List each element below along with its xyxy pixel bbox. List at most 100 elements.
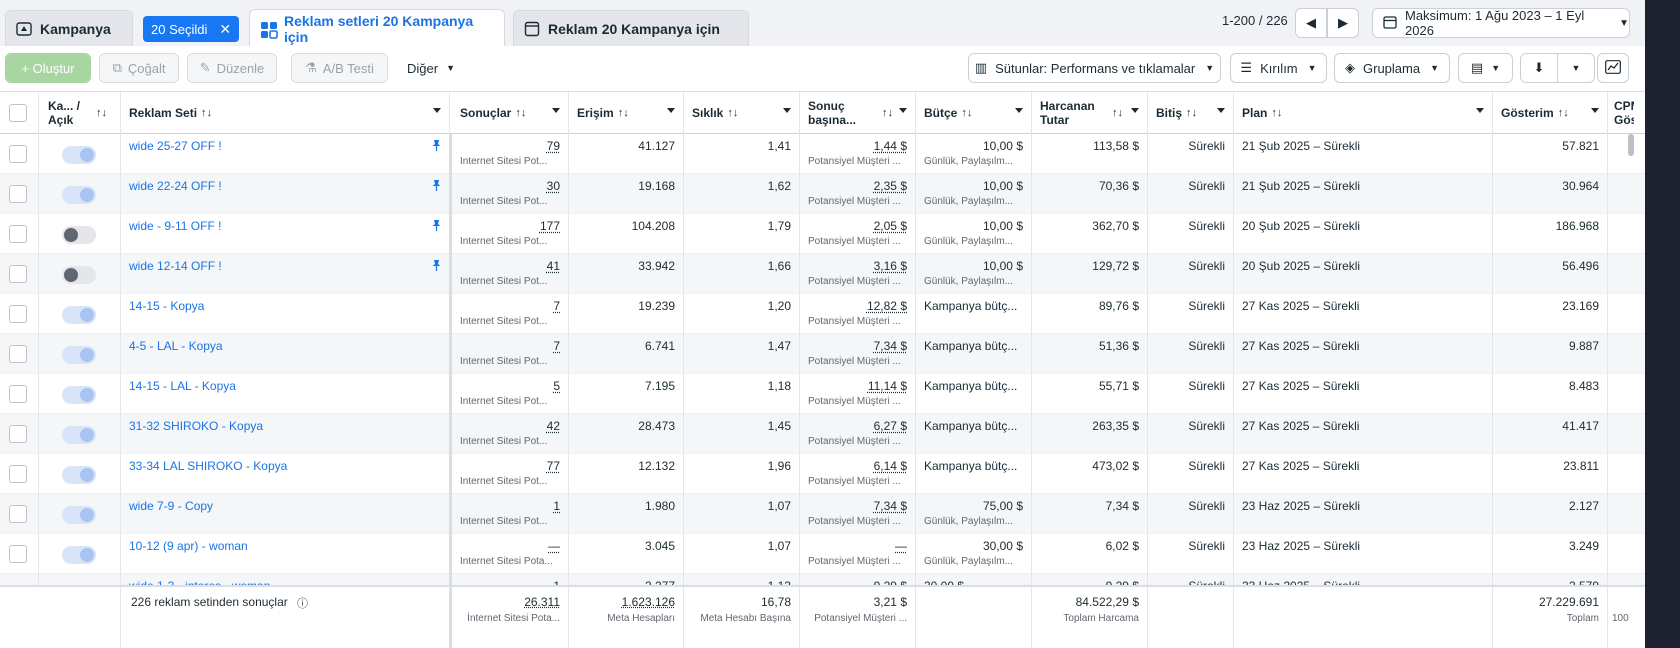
results-value[interactable]: 30: [546, 179, 560, 193]
row-checkbox[interactable]: [9, 265, 27, 283]
column-impressions-header[interactable]: Gösterim ↑↓: [1493, 92, 1608, 134]
sort-icon[interactable]: ↑↓: [96, 107, 107, 119]
select-all-checkbox[interactable]: [9, 104, 27, 122]
column-schedule-header[interactable]: Plan ↑↓: [1234, 92, 1493, 134]
dropdown-icon[interactable]: [783, 108, 791, 113]
table-scrollbar[interactable]: [1628, 134, 1634, 156]
results-value[interactable]: 177: [539, 219, 560, 233]
adset-name-link[interactable]: 14-15 - Kopya: [129, 299, 205, 313]
table-row[interactable]: 4-5 - LAL - Kopya 7 İnternet Sitesi Pot...…: [0, 334, 1645, 374]
dropdown-icon[interactable]: [1476, 108, 1484, 113]
column-budget-header[interactable]: Bütçe ↑↓: [916, 92, 1032, 134]
pin-icon[interactable]: [432, 140, 441, 151]
dropdown-icon[interactable]: [1591, 108, 1599, 113]
table-row[interactable]: wide - 9-11 OFF ! 177 İnternet Sitesi Pot.…: [0, 214, 1645, 254]
cpr-value[interactable]: 1,44 $: [873, 139, 907, 153]
row-checkbox[interactable]: [9, 345, 27, 363]
cpr-value[interactable]: 6,27 $: [873, 419, 907, 433]
results-value[interactable]: 5: [553, 379, 560, 393]
sort-icon[interactable]: ↑↓: [882, 107, 893, 119]
table-row[interactable]: wide 12-14 OFF ! 41 İnternet Sitesi Pot...…: [0, 254, 1645, 294]
results-value[interactable]: 77: [546, 459, 560, 473]
adset-name-link[interactable]: wide 25-27 OFF !: [129, 139, 222, 153]
sort-icon[interactable]: ↑↓: [201, 107, 213, 119]
pin-icon[interactable]: [432, 180, 441, 191]
cpr-value[interactable]: 12,82 $: [866, 299, 907, 313]
results-value[interactable]: 7: [553, 299, 560, 313]
dropdown-icon[interactable]: [1217, 108, 1225, 113]
column-name-header[interactable]: Reklam Seti ↑↓: [121, 92, 450, 134]
adset-name-link[interactable]: 10-12 (9 apr) - woman: [129, 539, 248, 553]
reports-button[interactable]: ▤ ▼: [1458, 53, 1513, 83]
create-button[interactable]: + Oluştur: [5, 53, 91, 83]
row-checkbox[interactable]: [9, 425, 27, 443]
sort-icon[interactable]: ↑↓: [1186, 107, 1198, 119]
column-toggle-header[interactable]: Ka... / Açık ↑↓: [39, 92, 121, 134]
adset-name-link[interactable]: 33-34 LAL SHIROKO - Kopya: [129, 459, 288, 473]
dropdown-icon[interactable]: [552, 108, 560, 113]
row-checkbox[interactable]: [9, 505, 27, 523]
ab-test-button[interactable]: ⚗ A/B Testi: [291, 53, 388, 83]
table-row[interactable]: 31-32 SHIROKO - Kopya 42 İnternet Sitesi P…: [0, 414, 1645, 454]
grouping-button[interactable]: ◈ Gruplama ▼: [1334, 53, 1450, 83]
column-spent-header[interactable]: Harcanan Tutar ↑↓: [1032, 92, 1148, 134]
row-checkbox[interactable]: [9, 145, 27, 163]
sort-icon[interactable]: ↑↓: [727, 107, 739, 119]
cpr-value[interactable]: 7,34 $: [873, 499, 907, 513]
sort-icon[interactable]: ↑↓: [515, 107, 527, 119]
export-menu-button[interactable]: ▼: [1557, 53, 1595, 83]
row-checkbox[interactable]: [9, 385, 27, 403]
row-checkbox[interactable]: [9, 305, 27, 323]
cpr-value[interactable]: 2,35 $: [873, 179, 907, 193]
status-toggle[interactable]: [62, 266, 96, 284]
adset-name-link[interactable]: 14-15 - LAL - Kopya: [129, 379, 236, 393]
columns-button[interactable]: ▥ Sütunlar: Performans ve tıklamalar ▼: [968, 53, 1221, 83]
table-row[interactable]: 14-15 - LAL - Kopya 5 İnternet Sitesi Pot.…: [0, 374, 1645, 414]
adset-name-link[interactable]: 31-32 SHIROKO - Kopya: [129, 419, 264, 433]
date-range-picker[interactable]: Maksimum: 1 Ağu 2023 – 1 Eyl 2026 ▼: [1372, 8, 1630, 38]
cpr-value[interactable]: 6,14 $: [873, 459, 907, 473]
info-icon[interactable]: ⓘ: [297, 598, 308, 610]
cpr-value[interactable]: 7,34 $: [873, 339, 907, 353]
table-row[interactable]: 10-12 (9 apr) - woman — İnternet Sitesi Po…: [0, 534, 1645, 574]
column-end-header[interactable]: Bitiş ↑↓: [1148, 92, 1234, 134]
tab-adsets[interactable]: Reklam setleri 20 Kampanya için: [249, 9, 505, 47]
row-checkbox[interactable]: [9, 465, 27, 483]
prev-page-button[interactable]: ◀: [1295, 8, 1327, 38]
breakdown-button[interactable]: ☰ Kırılım ▼: [1230, 53, 1327, 83]
adset-name-link[interactable]: wide - 9-11 OFF !: [129, 219, 222, 233]
cpr-value[interactable]: 11,14 $: [867, 379, 907, 393]
status-toggle[interactable]: [62, 226, 96, 244]
table-row[interactable]: wide 22-24 OFF ! 30 İnternet Sitesi Pot...…: [0, 174, 1645, 214]
close-icon[interactable]: ✕: [219, 20, 232, 37]
dropdown-icon[interactable]: [1131, 108, 1139, 113]
status-toggle[interactable]: [62, 186, 96, 204]
dropdown-icon[interactable]: [899, 108, 907, 113]
row-checkbox[interactable]: [9, 185, 27, 203]
row-checkbox[interactable]: [9, 545, 27, 563]
tab-ads[interactable]: Reklam 20 Kampanya için: [513, 10, 749, 46]
dropdown-icon[interactable]: [667, 108, 675, 113]
table-row[interactable]: 14-15 - Kopya 7 İnternet Sitesi Pot... 19.2…: [0, 294, 1645, 334]
dropdown-icon[interactable]: [1015, 108, 1023, 113]
results-value[interactable]: 42: [546, 419, 560, 433]
status-toggle[interactable]: [62, 146, 96, 164]
table-row[interactable]: 33-34 LAL SHIROKO - Kopya 77 İnternet Site…: [0, 454, 1645, 494]
sort-icon[interactable]: ↑↓: [961, 107, 973, 119]
column-cpr-header[interactable]: Sonuç başına... ↑↓: [800, 92, 916, 134]
cpr-value[interactable]: 2,05 $: [873, 219, 907, 233]
results-value[interactable]: 79: [546, 139, 560, 153]
duplicate-button[interactable]: ⧉ Çoğalt: [99, 53, 179, 83]
sort-icon[interactable]: ↑↓: [1271, 107, 1283, 119]
row-checkbox[interactable]: [9, 225, 27, 243]
column-reach-header[interactable]: Erişim ↑↓: [569, 92, 684, 134]
adset-name-link[interactable]: wide 22-24 OFF !: [129, 179, 222, 193]
chart-button[interactable]: [1597, 53, 1629, 83]
sort-icon[interactable]: ↑↓: [617, 107, 629, 119]
column-results-header[interactable]: Sonuçlar ↑↓: [452, 92, 569, 134]
sort-icon[interactable]: ↑↓: [1557, 107, 1569, 119]
tab-campaigns[interactable]: Kampanya: [5, 10, 133, 46]
status-toggle[interactable]: [62, 346, 96, 364]
next-page-button[interactable]: ▶: [1327, 8, 1359, 38]
cpr-value[interactable]: —: [895, 539, 907, 553]
